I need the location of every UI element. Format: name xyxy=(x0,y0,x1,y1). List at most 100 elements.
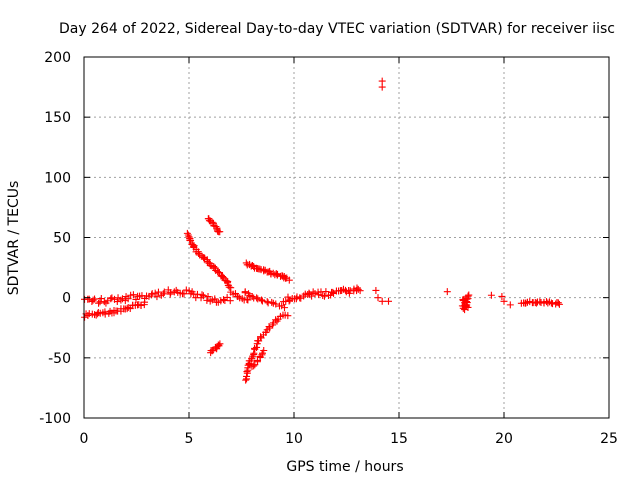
data-point xyxy=(148,291,156,299)
data-point xyxy=(234,292,242,300)
data-point xyxy=(320,292,328,300)
data-point xyxy=(183,229,191,237)
data-point xyxy=(180,290,188,298)
data-point xyxy=(167,289,175,297)
data-point xyxy=(378,77,386,85)
data-point xyxy=(250,362,258,370)
data-point xyxy=(260,267,268,275)
data-point xyxy=(151,289,159,297)
data-point xyxy=(132,295,140,303)
tick-marks xyxy=(83,56,610,419)
data-point xyxy=(210,263,218,271)
data-point xyxy=(129,291,137,299)
data-point xyxy=(522,299,530,307)
data-point xyxy=(260,347,268,355)
data-point xyxy=(249,352,257,360)
data-point xyxy=(555,300,563,308)
data-point xyxy=(153,293,161,301)
data-point xyxy=(244,296,252,304)
data-point xyxy=(214,341,222,349)
y-tick-label: 0 xyxy=(62,291,71,307)
data-point xyxy=(258,296,266,304)
data-point xyxy=(378,83,386,91)
data-point xyxy=(187,237,195,245)
data-point xyxy=(220,296,227,304)
y-axis-label: SDTVAR / TECUs xyxy=(6,181,22,296)
data-point xyxy=(354,285,362,293)
data-point xyxy=(84,311,92,319)
data-point xyxy=(254,295,262,303)
data-point xyxy=(385,297,392,305)
data-point xyxy=(154,288,162,296)
data-point xyxy=(374,294,382,302)
x-tick-label: 15 xyxy=(390,431,408,447)
data-point xyxy=(248,292,256,300)
data-point xyxy=(211,295,219,303)
data-point xyxy=(464,303,472,311)
data-point xyxy=(107,295,115,303)
data-point xyxy=(253,294,261,302)
data-point xyxy=(216,228,224,236)
chart-title: Day 264 of 2022, Sidereal Day-to-day VTE… xyxy=(59,21,615,37)
data-point xyxy=(285,276,293,284)
data-points xyxy=(81,77,563,384)
data-point xyxy=(322,288,330,296)
data-point xyxy=(465,291,473,299)
data-point xyxy=(226,297,234,305)
data-point xyxy=(160,288,168,296)
data-point xyxy=(460,295,468,303)
data-point xyxy=(141,298,149,306)
data-point xyxy=(554,299,562,307)
data-point xyxy=(250,349,258,357)
data-point xyxy=(195,249,203,257)
data-point xyxy=(487,291,495,299)
data-point xyxy=(253,358,261,366)
data-point xyxy=(372,286,380,294)
y-tick-labels: -100 -50 0 50 100 150 200 xyxy=(39,50,71,427)
data-point xyxy=(91,295,99,303)
data-point xyxy=(258,351,266,359)
data-point xyxy=(199,292,207,300)
data-point xyxy=(198,291,206,299)
y-tick-label: -50 xyxy=(48,351,71,367)
data-point xyxy=(113,298,121,306)
y-tick-label: 50 xyxy=(53,231,71,247)
data-point xyxy=(329,288,337,296)
data-point xyxy=(208,347,216,355)
data-point xyxy=(185,233,193,241)
x-tick-label: 5 xyxy=(185,431,194,447)
data-point xyxy=(204,292,212,300)
data-point xyxy=(81,313,89,321)
grid-layer xyxy=(84,57,609,418)
data-point xyxy=(266,324,274,332)
y-tick-label: -100 xyxy=(39,411,71,427)
data-point xyxy=(268,298,276,306)
data-point xyxy=(378,297,386,305)
data-point xyxy=(498,292,506,300)
data-point xyxy=(212,222,220,230)
data-point xyxy=(272,300,280,308)
data-point xyxy=(353,284,361,292)
data-point xyxy=(244,361,252,369)
data-point xyxy=(100,298,108,306)
x-tick-label: 0 xyxy=(80,431,89,447)
data-point xyxy=(137,301,145,309)
data-point xyxy=(253,343,261,351)
data-point xyxy=(443,288,451,296)
data-point xyxy=(117,296,125,304)
data-point xyxy=(243,368,251,376)
x-tick-label: 10 xyxy=(285,431,303,447)
data-point xyxy=(97,295,105,303)
data-point xyxy=(241,289,249,297)
data-point xyxy=(101,310,109,318)
y-tick-label: 150 xyxy=(44,110,71,126)
data-point xyxy=(219,273,227,281)
x-tick-label: 20 xyxy=(495,431,513,447)
data-point xyxy=(263,298,271,306)
data-point xyxy=(242,259,250,267)
data-point xyxy=(208,218,216,226)
data-point xyxy=(459,304,467,312)
y-tick-label: 100 xyxy=(44,170,71,186)
data-point xyxy=(258,297,266,305)
